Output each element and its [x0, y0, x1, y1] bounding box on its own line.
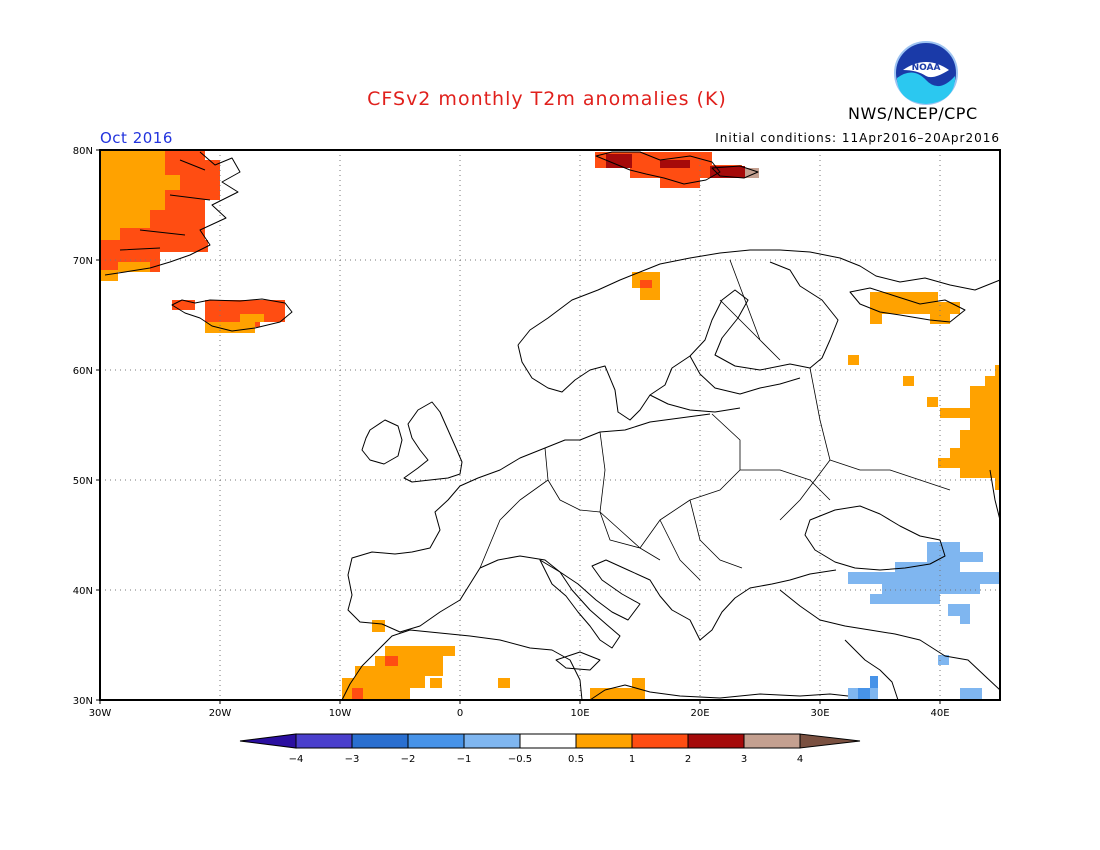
initial-conditions-label: Initial conditions: 11Apr2016–20Apr2016 — [715, 131, 1000, 145]
colorbar-swatch — [575, 733, 633, 749]
lat-label-30n: 30N — [73, 696, 93, 707]
lat-label-80n: 80N — [73, 146, 93, 157]
lon-label-30e: 30E — [810, 708, 829, 719]
colorbar-swatch — [407, 733, 465, 749]
colorbar-swatch — [351, 733, 409, 749]
latitude-labels: 80N 70N 60N 50N 40N 30N — [73, 146, 93, 707]
colorbar-swatch — [743, 733, 801, 749]
coastlines — [104, 151, 1001, 701]
colorbar-swatch — [295, 733, 353, 749]
organization-label: NWS/NCEP/CPC — [848, 104, 978, 123]
colorbar-swatch — [463, 733, 521, 749]
colorbar-label: 1 — [629, 754, 635, 765]
lon-label-40e: 40E — [930, 708, 949, 719]
lon-label-0: 0 — [457, 708, 463, 719]
lon-label-20e: 20E — [690, 708, 709, 719]
lat-label-70n: 70N — [73, 256, 93, 267]
noaa-logo-icon: NOAA — [894, 41, 958, 105]
colorbar-swatch-gt-4 — [799, 733, 861, 749]
colorbar-swatch — [687, 733, 745, 749]
colorbar-swatch — [519, 733, 577, 749]
colorbar-label: 0.5 — [568, 754, 584, 765]
anomaly-shading — [100, 150, 1000, 700]
colorbar-swatch-lt-4 — [239, 733, 297, 749]
colorbar-label: −4 — [289, 754, 304, 765]
logo-text: NOAA — [912, 63, 941, 73]
colorbar-label: −1 — [457, 754, 472, 765]
gridlines — [100, 150, 1000, 700]
colorbar-label: −0.5 — [508, 754, 532, 765]
valid-month-label: Oct 2016 — [100, 129, 173, 147]
chart-title: CFSv2 monthly T2m anomalies (K) — [367, 88, 727, 110]
lat-label-40n: 40N — [73, 586, 93, 597]
longitude-labels: 30W 20W 10W 0 10E 20E 30E 40E — [89, 708, 950, 719]
colorbar-label: 4 — [797, 754, 803, 765]
colorbar-label: 2 — [685, 754, 691, 765]
colorbar-label: −2 — [401, 754, 416, 765]
lon-label-20w: 20W — [209, 708, 232, 719]
lon-label-10w: 10W — [329, 708, 352, 719]
lat-label-60n: 60N — [73, 366, 93, 377]
lon-label-10e: 10E — [570, 708, 589, 719]
colorbar-labels: −4 −3 −2 −1 −0.5 0.5 1 2 3 4 — [289, 754, 804, 765]
colorbar-label: −3 — [345, 754, 360, 765]
map-frame — [99, 149, 1001, 701]
colorbar-swatch — [631, 733, 689, 749]
lat-label-50n: 50N — [73, 476, 93, 487]
colorbar: −4 −3 −2 −1 −0.5 0.5 1 2 3 4 — [239, 733, 861, 765]
lon-label-30w: 30W — [89, 708, 112, 719]
colorbar-label: 3 — [741, 754, 747, 765]
